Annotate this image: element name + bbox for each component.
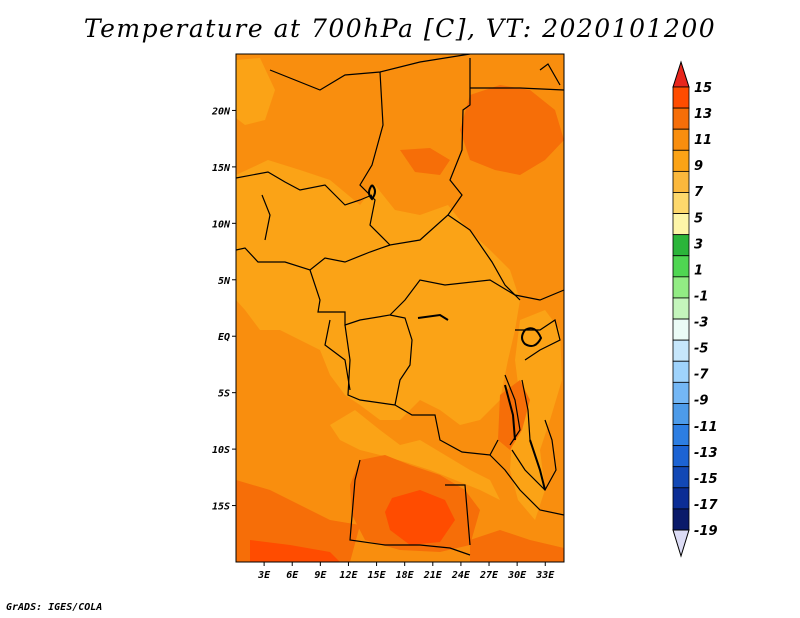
colorbar-segment — [672, 213, 690, 236]
y-tick-label: 10N — [212, 219, 231, 230]
field-7-9-west — [236, 58, 275, 125]
colorbar-segment — [672, 424, 690, 447]
field-11-13-southwest — [236, 480, 360, 562]
x-tick-label: 21E — [423, 570, 443, 581]
x-tick-label: 30E — [507, 570, 527, 581]
x-tick-label: 27E — [479, 570, 499, 581]
field-7-9-central — [236, 160, 520, 425]
colorbar-label: -11 — [694, 420, 718, 435]
x-tick-label: 6E — [286, 570, 299, 581]
map-frame — [235, 53, 565, 563]
colorbar-label: -3 — [694, 316, 708, 331]
colorbar-segment — [672, 487, 690, 510]
temperature-field — [236, 54, 564, 562]
colorbar-segment — [672, 403, 690, 425]
colorbar-label: 7 — [694, 185, 704, 200]
y-tick-label: 5N — [218, 276, 231, 287]
colorbar-segment — [672, 339, 690, 362]
x-tick-label: 18E — [396, 570, 415, 581]
latitude-ticks: 20N 15N 10N 5N EQ 5S 10S 15S — [211, 106, 236, 513]
credit-label: GrADS: IGES/COLA — [6, 602, 103, 613]
lake-chad — [368, 184, 376, 201]
colorbar-segment — [672, 170, 690, 193]
y-tick-label: 15N — [212, 163, 231, 174]
colorbar-top-arrow — [672, 60, 690, 88]
colorbar: 15 13 11 9 7 5 3 1 -1 -3 -5 -7 -9 -11 -13 -15 -17 -19 — [672, 60, 718, 558]
colorbar-segment — [672, 192, 690, 214]
colorbar-label: -17 — [694, 498, 718, 513]
colorbar-segment — [672, 466, 690, 489]
y-tick-label: 15S — [212, 502, 230, 513]
colorbar-segment — [672, 276, 690, 299]
x-tick-label: 33E — [535, 570, 555, 581]
y-tick-label: 10S — [212, 445, 230, 456]
colorbar-segment — [672, 318, 690, 341]
field-13-15-kalahari — [385, 490, 455, 545]
colorbar-label: -7 — [694, 368, 709, 383]
colorbar-label: 13 — [694, 107, 712, 122]
x-tick-label: 3E — [257, 570, 271, 581]
colorbar-label: 3 — [694, 237, 703, 252]
colorbar-segment — [672, 445, 690, 468]
lakes — [368, 184, 546, 491]
field-11-13-far-southeast — [470, 530, 564, 562]
colorbar-label: -13 — [694, 446, 718, 461]
colorbar-label: 5 — [694, 211, 703, 226]
colorbar-segment — [672, 297, 690, 320]
colorbar-label: -5 — [694, 342, 708, 357]
x-tick-label: 12E — [339, 570, 358, 581]
x-tick-label: 9E — [314, 570, 327, 581]
x-tick-label: 24E — [451, 570, 471, 581]
colorbar-label: -15 — [694, 472, 718, 487]
field-7-9-south — [330, 410, 500, 500]
longitude-ticks: 3E 6E 9E 12E 15E 18E 21E 24E 27E 30E 33E — [257, 562, 555, 581]
field-11-13-northeast — [460, 85, 564, 175]
colorbar-label: -1 — [694, 289, 708, 304]
colorbar-segment — [672, 128, 690, 151]
colorbar-segment — [672, 234, 690, 257]
map-title: Temperature at 700hPa [C], VT: 202010120… — [83, 14, 717, 43]
lake-victoria — [521, 327, 543, 347]
colorbar-segment — [672, 86, 690, 109]
lake-malawi — [529, 439, 546, 491]
field-11-13-nubia — [400, 148, 450, 175]
lake-tanganyika — [504, 384, 516, 441]
colorbar-label: -9 — [694, 394, 708, 409]
x-tick-label: 15E — [368, 570, 387, 581]
colorbar-segment — [672, 508, 690, 531]
y-tick-label: 5S — [218, 389, 230, 400]
colorbar-bottom-arrow — [672, 529, 690, 558]
y-tick-label: EQ — [218, 332, 230, 343]
colorbar-label: -19 — [694, 524, 718, 539]
colorbar-label: 1 — [694, 263, 703, 278]
colorbar-segment — [672, 107, 690, 130]
colorbar-label: 11 — [694, 133, 712, 148]
colorbar-segment — [672, 149, 690, 172]
colorbar-label: 15 — [694, 81, 712, 96]
colorbar-segment — [672, 381, 690, 404]
colorbar-label: 9 — [694, 159, 703, 174]
colorbar-segment — [672, 360, 690, 383]
y-tick-label: 20N — [211, 106, 231, 117]
field-13-15-southwest — [250, 540, 340, 562]
congo-river — [417, 313, 449, 321]
colorbar-segment — [672, 255, 690, 278]
